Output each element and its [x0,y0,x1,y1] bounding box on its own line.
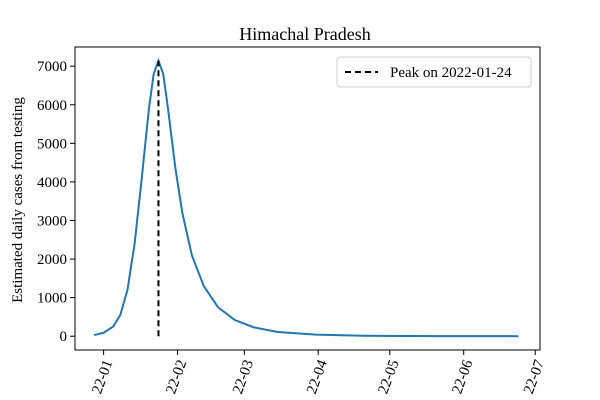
plot-frame [74,46,541,351]
legend-box [336,56,532,88]
y-tick-label: 6000 [37,98,67,114]
x-tick-label: 22-01 [89,358,116,396]
y-axis-label: Estimated daily cases from testing [10,97,26,303]
y-tick-label: 2000 [37,252,67,268]
y-tick-label: 1000 [37,291,67,307]
legend-label: Peak on 2022-01-24 [390,65,512,81]
x-tick-label: 22-06 [449,357,476,396]
y-tick-label: 4000 [37,175,67,191]
x-tick-label: 22-05 [376,358,403,396]
chart-title: Himachal Pradesh [239,24,370,44]
y-tick-label: 5000 [37,136,67,152]
x-tick-label: 22-03 [230,358,257,396]
y-tick-label: 7000 [37,59,67,75]
y-tick-label: 0 [60,329,68,345]
x-tick-label: 22-02 [163,358,190,396]
x-tick-label: 22-04 [304,357,331,396]
x-tick-label: 22-07 [521,357,548,396]
y-tick-label: 3000 [37,213,67,229]
line [93,57,519,338]
